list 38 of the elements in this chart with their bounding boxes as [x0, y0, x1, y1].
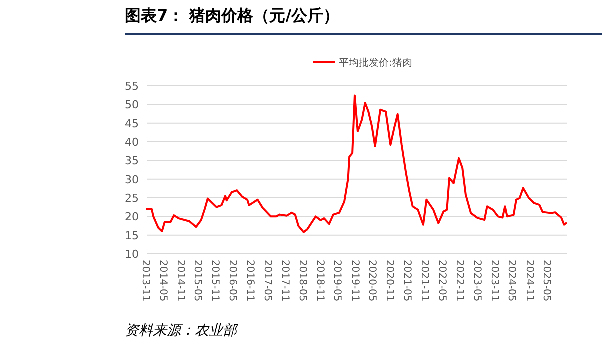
x-tick-label: 2014-05 [157, 260, 168, 302]
y-tick-label: 30 [125, 173, 139, 186]
x-tick-label: 2018-11 [314, 260, 326, 302]
chart-title: 图表7： 猪肉价格（元/公斤） [125, 6, 602, 35]
x-tick-label: 2016-05 [227, 260, 238, 302]
legend-label: 平均批发价:猪肉 [339, 57, 412, 69]
x-tick-label: 2017-11 [280, 260, 291, 302]
x-tick-label: 2016-11 [244, 260, 256, 302]
x-tick-label: 2021-05 [402, 260, 413, 302]
x-tick-label: 2020-05 [366, 260, 378, 302]
x-tick-label: 2015-05 [192, 260, 204, 302]
x-tick-label: 2022-05 [436, 260, 448, 302]
x-tick-label: 2020-11 [384, 260, 396, 302]
x-tick-label: 2019-11 [349, 260, 360, 302]
y-tick-label: 15 [125, 229, 139, 242]
y-tick-label: 20 [125, 210, 139, 224]
text: 资料来源：农业部 [125, 322, 237, 340]
x-tick-label: 2015-11 [210, 260, 221, 302]
x-tick-label: 2018-05 [296, 260, 308, 302]
x-tick-label: 2013-11 [140, 260, 151, 302]
x-tick-label: 2024-05 [506, 260, 518, 302]
y-tick-label: 40 [125, 136, 139, 149]
x-tick-label: 2014-11 [174, 260, 186, 302]
y-tick-label: 50 [125, 98, 139, 112]
x-tick-label: 2021-11 [419, 260, 430, 302]
x-tick-label: 2019-05 [332, 260, 343, 302]
y-tick-label: 55 [125, 80, 139, 93]
line-series [146, 94, 568, 234]
x-tick-label: 2017-05 [262, 260, 273, 302]
x-tick-label: 2024-11 [524, 260, 535, 302]
y-tick-label: 35 [125, 154, 139, 168]
x-tick-label: 2025-05 [541, 260, 552, 302]
x-tick-label: 2023-05 [471, 260, 482, 302]
x-tick-label: 2022-11 [454, 260, 465, 302]
y-tick-label: 45 [125, 117, 139, 130]
y-tick-label: 25 [125, 192, 139, 205]
y-tick-label: 10 [125, 248, 139, 261]
x-tick-label: 2023-11 [488, 260, 500, 302]
